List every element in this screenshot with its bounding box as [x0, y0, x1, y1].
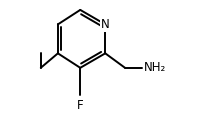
Text: NH₂: NH₂: [143, 61, 166, 74]
Text: F: F: [77, 99, 84, 112]
Text: N: N: [101, 18, 110, 31]
